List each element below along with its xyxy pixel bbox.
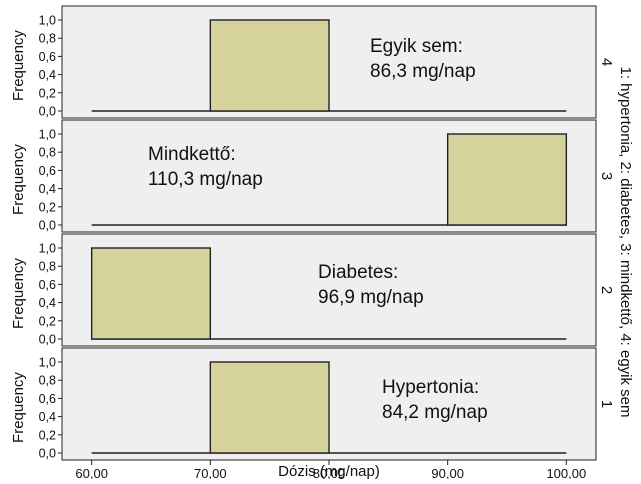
facet-label-3: 3	[598, 172, 615, 180]
y-axis-title: Frequency	[10, 372, 27, 443]
histogram-bar-2-0	[90, 247, 212, 340]
histogram-bar-1-0	[209, 361, 330, 454]
facet-label-4: 4	[598, 58, 615, 66]
y-tick-label: 0,4	[39, 410, 56, 424]
y-tick-label: 0,6	[39, 50, 56, 64]
y-tick-label: 0,4	[39, 68, 56, 82]
y-tick-label: 0,4	[39, 296, 56, 310]
panel-annotation-title-2: Diabetes:	[318, 262, 398, 283]
y-tick-label: 0,6	[39, 392, 56, 406]
y-tick-label: 0,8	[39, 146, 56, 160]
panel-annotation-value-4: 86,3 mg/nap	[370, 61, 476, 82]
panel-annotation-title-4: Egyik sem:	[370, 36, 463, 57]
y-tick-label: 0,2	[39, 86, 56, 100]
x-axis-title: Dózis (mg/nap)	[278, 463, 380, 479]
y-tick-label: 1,0	[39, 356, 56, 370]
y-tick-label: 0,0	[39, 447, 56, 461]
y-tick-label: 0,2	[39, 200, 56, 214]
y-axis-title: Frequency	[10, 30, 27, 101]
y-tick-label: 0,0	[39, 333, 56, 347]
y-tick-label: 1,0	[39, 128, 56, 142]
y-tick-label: 1,0	[39, 242, 56, 256]
panel-annotation-value-3: 110,3 mg/nap	[148, 169, 263, 190]
y-tick-label: 0,2	[39, 314, 56, 328]
x-tick-label: 60,00	[75, 466, 108, 479]
panel-annotation-title-3: Mindkettő:	[148, 144, 236, 165]
x-tick-label: 90,00	[431, 466, 464, 479]
x-tick-label: 80,00	[313, 466, 346, 479]
panel-annotation-value-2: 96,9 mg/nap	[318, 287, 424, 308]
y-tick-label: 0,4	[39, 182, 56, 196]
y-tick-label: 0,8	[39, 260, 56, 274]
x-tick-label: 100,00	[546, 466, 586, 479]
panel-annotation-title-1: Hypertonia:	[382, 377, 479, 398]
y-tick-label: 0,0	[39, 219, 56, 233]
x-tick-label: 70,00	[194, 466, 227, 479]
facet-label-1: 1	[598, 400, 615, 408]
panel-annotation-value-1: 84,2 mg/nap	[382, 402, 488, 423]
y-tick-label: 0,6	[39, 164, 56, 178]
y-tick-label: 0,0	[39, 105, 56, 119]
histogram-bar-3-0	[446, 133, 568, 226]
facet-legend-label: 1: hypertonia, 2: diabetes, 3: mindkettő…	[617, 66, 634, 417]
y-tick-label: 0,8	[39, 32, 56, 46]
facet-label-2: 2	[598, 286, 615, 294]
y-axis-title: Frequency	[10, 144, 27, 215]
y-tick-label: 0,6	[39, 278, 56, 292]
y-tick-label: 0,8	[39, 374, 56, 388]
y-tick-label: 0,2	[39, 428, 56, 442]
y-axis-title: Frequency	[10, 258, 27, 329]
y-tick-label: 1,0	[39, 14, 56, 28]
histogram-bar-4-0	[209, 19, 330, 112]
